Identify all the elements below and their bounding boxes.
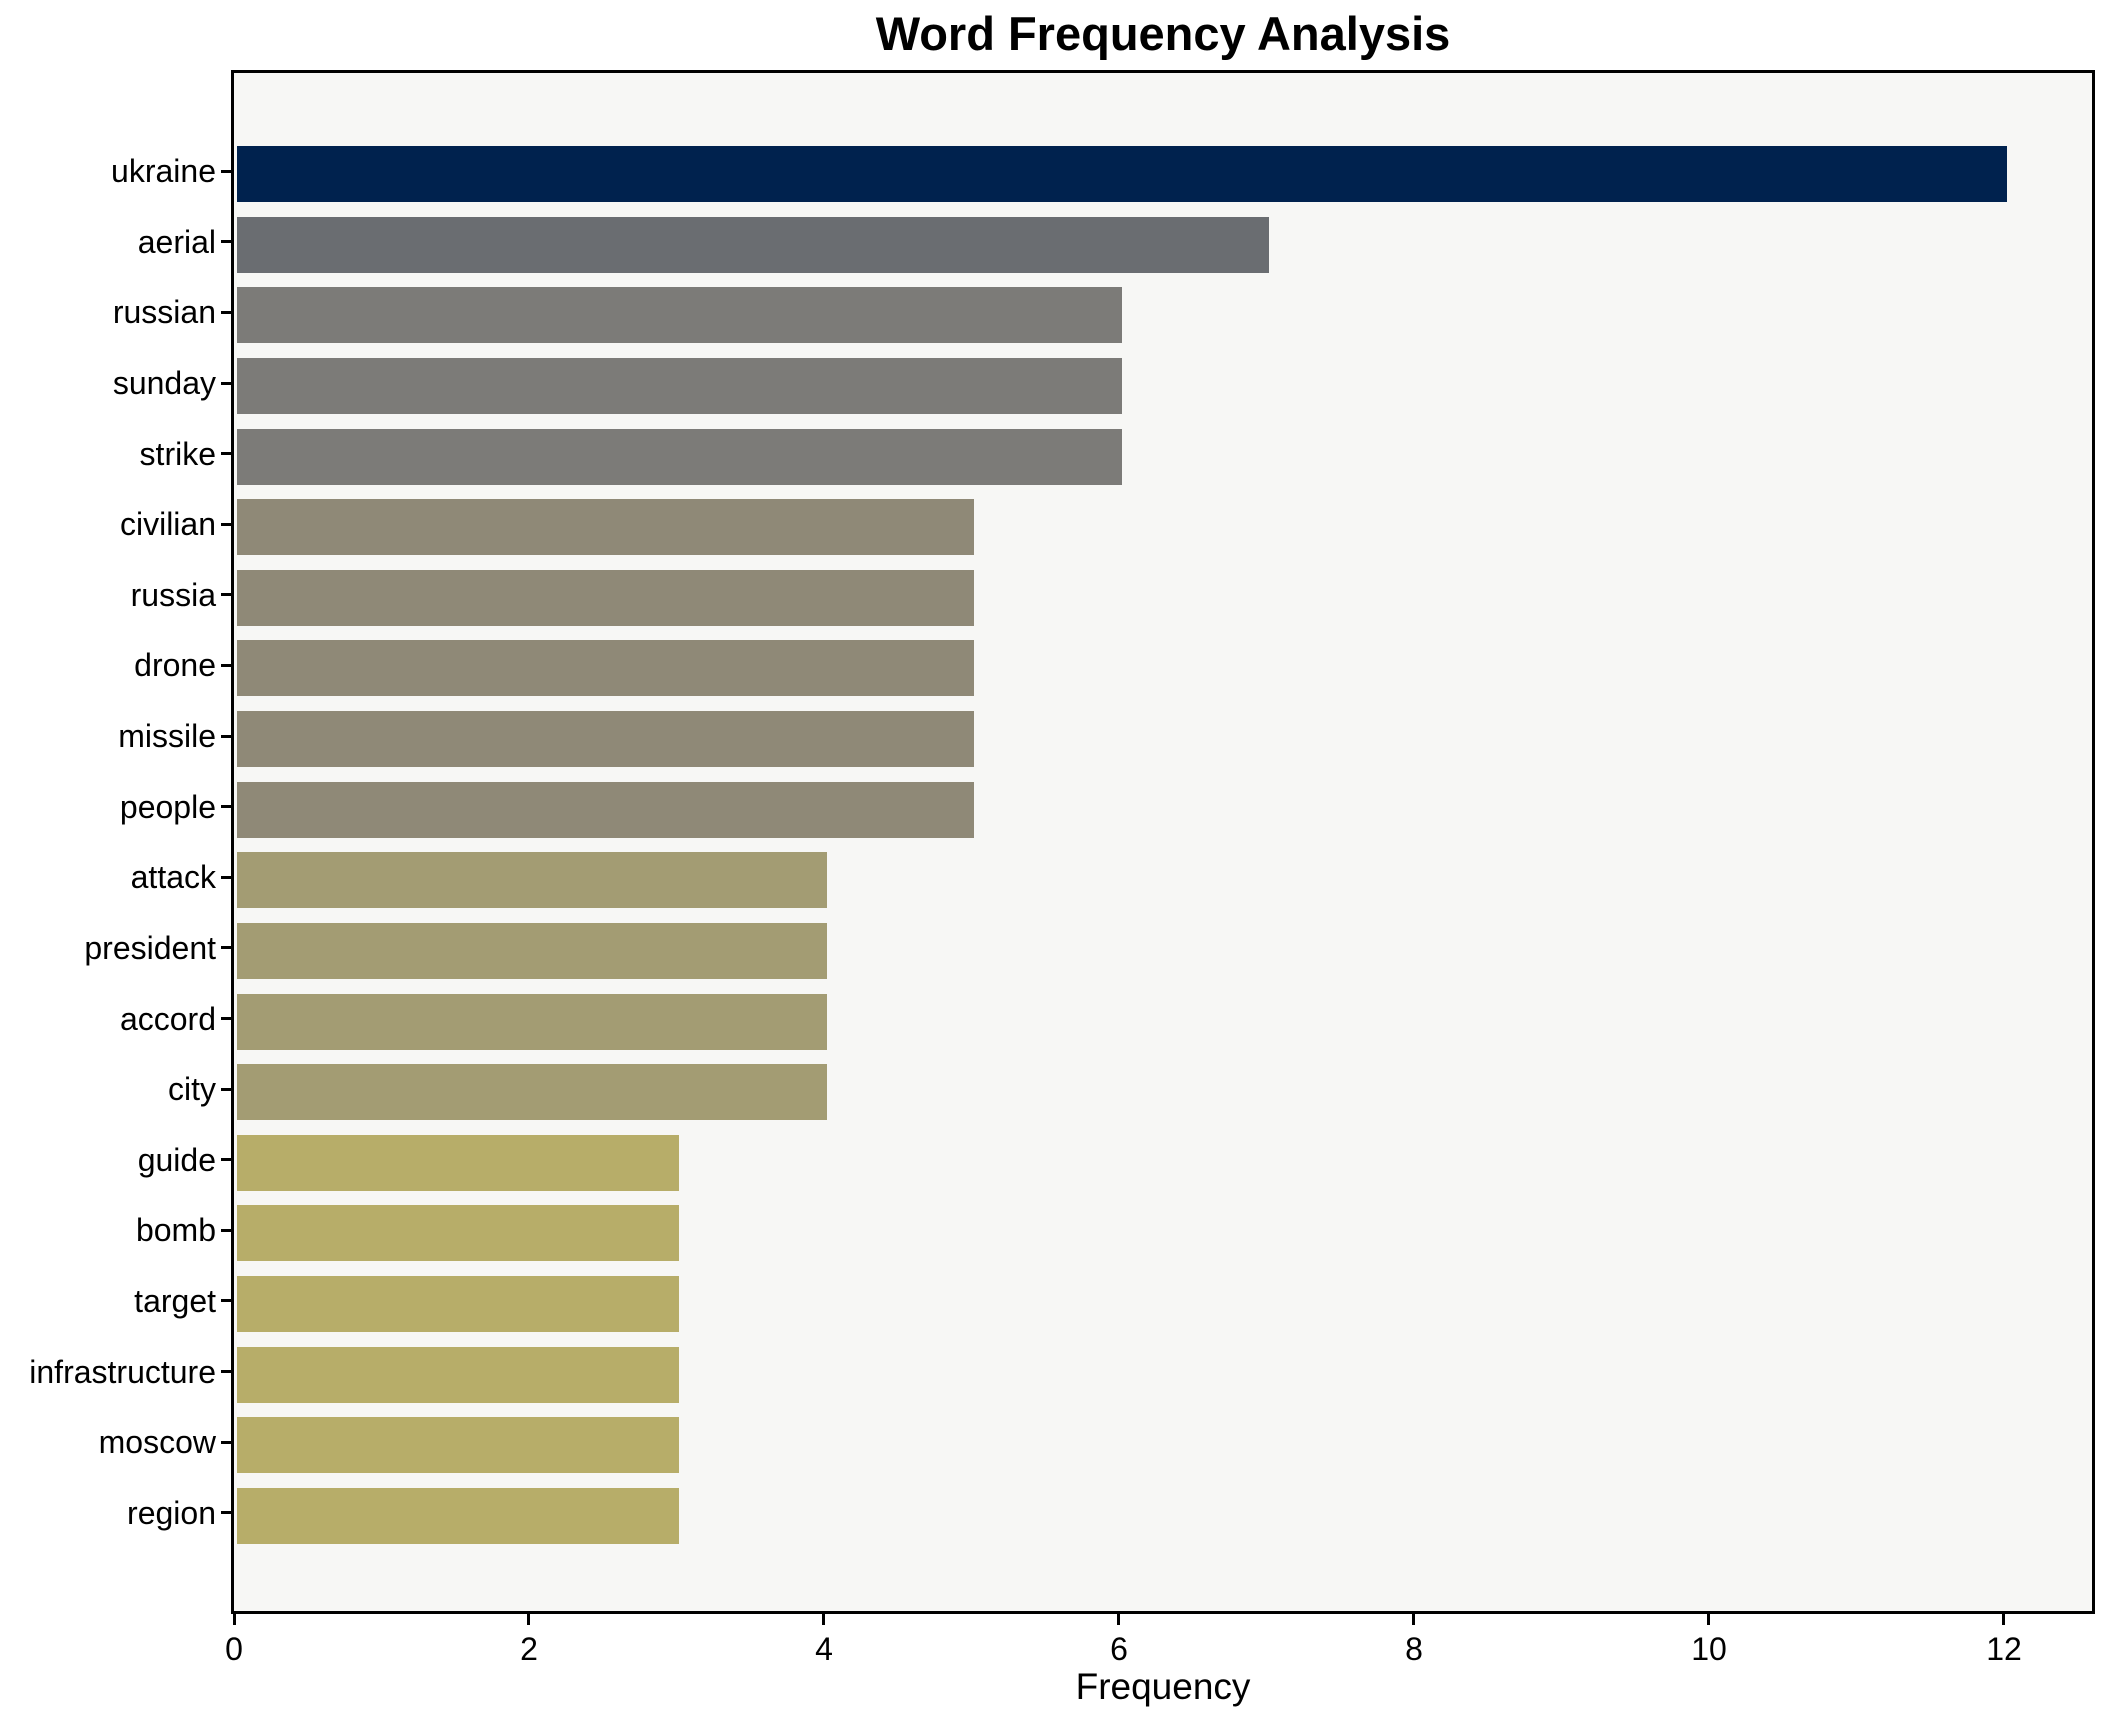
y-tick-mark (221, 876, 231, 879)
x-axis-label: Frequency (1075, 1666, 1251, 1707)
x-tick-label-8: 8 (1405, 1631, 1423, 1667)
x-tick-mark (2002, 1614, 2005, 1625)
bar-guide (237, 1135, 679, 1191)
bar-city (237, 1064, 827, 1120)
bar-target (237, 1276, 679, 1332)
y-tick-label-strike: strike (139, 436, 216, 472)
plot-area (231, 70, 2095, 1614)
bar-infrastructure (237, 1347, 679, 1403)
bar-ukraine (237, 146, 2007, 202)
y-tick-mark (221, 1511, 231, 1514)
bar-drone (237, 640, 974, 696)
y-tick-mark (221, 311, 231, 314)
y-tick-mark (221, 240, 231, 243)
y-tick-mark (221, 805, 231, 808)
y-tick-mark (221, 1299, 231, 1302)
bar-sunday (237, 358, 1122, 414)
x-tick-label-4: 4 (815, 1631, 833, 1667)
y-tick-mark (221, 1158, 231, 1161)
x-tick-mark (527, 1614, 530, 1625)
y-tick-mark (221, 593, 231, 596)
y-tick-mark (221, 382, 231, 385)
bar-bomb (237, 1205, 679, 1261)
y-tick-mark (221, 735, 231, 738)
y-tick-mark (221, 523, 231, 526)
y-tick-label-bomb: bomb (135, 1212, 216, 1248)
y-tick-label-region: region (127, 1495, 216, 1531)
bar-region (237, 1488, 679, 1544)
y-tick-mark (221, 1370, 231, 1373)
y-tick-label-city: city (168, 1071, 216, 1107)
y-tick-label-aerial: aerial (137, 224, 216, 260)
x-tick-mark (822, 1614, 825, 1625)
y-tick-mark (221, 1441, 231, 1444)
y-tick-label-russian: russian (112, 294, 216, 330)
y-tick-label-civilian: civilian (119, 506, 216, 542)
y-tick-label-ukraine: ukraine (111, 153, 216, 189)
y-tick-label-accord: accord (119, 1001, 216, 1037)
y-tick-mark (221, 170, 231, 173)
y-tick-label-guide: guide (137, 1142, 216, 1178)
y-tick-label-moscow: moscow (98, 1424, 216, 1460)
y-tick-label-infrastructure: infrastructure (29, 1354, 216, 1390)
bar-missile (237, 711, 974, 767)
y-tick-label-missile: missile (118, 718, 216, 754)
bar-attack (237, 852, 827, 908)
y-tick-label-sunday: sunday (112, 365, 216, 401)
bar-civilian (237, 499, 974, 555)
x-tick-label-6: 6 (1110, 1631, 1128, 1667)
y-tick-mark (221, 452, 231, 455)
y-tick-mark (221, 946, 231, 949)
x-tick-label-12: 12 (1986, 1631, 2022, 1667)
y-tick-label-president: president (84, 930, 216, 966)
x-tick-mark (1412, 1614, 1415, 1625)
y-tick-label-drone: drone (134, 647, 216, 683)
y-tick-mark (221, 1229, 231, 1232)
y-tick-mark (221, 1088, 231, 1091)
x-tick-mark (233, 1614, 236, 1625)
bar-russian (237, 287, 1122, 343)
chart-title: Word Frequency Analysis (875, 7, 1451, 60)
bar-accord (237, 994, 827, 1050)
y-tick-label-attack: attack (130, 859, 216, 895)
bar-aerial (237, 217, 1269, 273)
y-tick-label-people: people (119, 789, 216, 825)
bar-people (237, 782, 974, 838)
x-tick-label-10: 10 (1691, 1631, 1727, 1667)
bar-moscow (237, 1417, 679, 1473)
x-tick-label-0: 0 (225, 1631, 243, 1667)
y-tick-label-target: target (134, 1283, 216, 1319)
x-tick-mark (1117, 1614, 1120, 1625)
x-tick-mark (1707, 1614, 1710, 1625)
y-tick-label-russia: russia (130, 577, 216, 613)
bar-strike (237, 429, 1122, 485)
plot-inner (237, 76, 2095, 1614)
bar-president (237, 923, 827, 979)
y-tick-mark (221, 664, 231, 667)
y-tick-mark (221, 1017, 231, 1020)
bar-russia (237, 570, 974, 626)
x-tick-label-2: 2 (520, 1631, 538, 1667)
